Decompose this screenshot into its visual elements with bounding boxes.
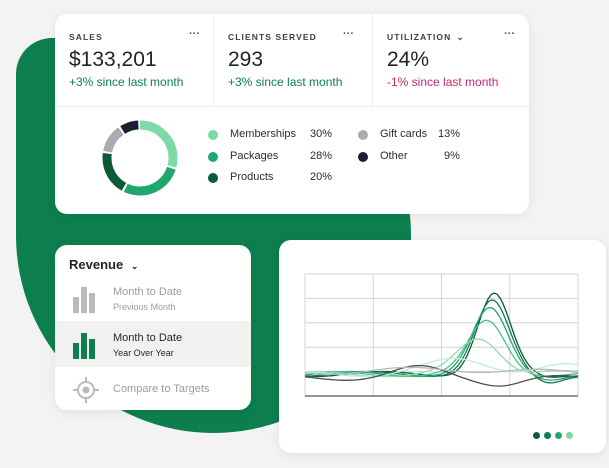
line-chart-card (279, 240, 606, 453)
donut-chart (102, 120, 178, 196)
chevron-down-icon[interactable]: ⌄ (456, 32, 466, 42)
divider (213, 14, 214, 106)
option-title: Compare to Targets (113, 383, 210, 395)
legend-label: Memberships (230, 128, 297, 140)
legend-percent: 20% (310, 171, 333, 183)
revenue-menu-card: Revenue ⌄ Month to Date Previous Month M… (55, 245, 251, 410)
legend-swatch (358, 152, 368, 162)
more-menu-icon[interactable]: ··· (343, 28, 354, 40)
revenue-dropdown[interactable]: Revenue ⌄ (69, 257, 138, 272)
stat-utilization: UTILIZATION ⌄ 24% -1% since last month ··… (373, 14, 529, 106)
legend-percent: 30% (310, 128, 333, 140)
stat-value: $133,201 (69, 48, 157, 71)
stat-label: CLIENTS SERVED (228, 32, 317, 42)
legend-percent: 9% (444, 150, 460, 162)
more-menu-icon[interactable]: ··· (189, 28, 200, 40)
pager-dot[interactable] (533, 432, 540, 439)
stat-clients-served: CLIENTS SERVED 293 +3% since last month … (214, 14, 371, 106)
donut-slice-products (102, 120, 178, 196)
legend-swatch (358, 130, 368, 140)
stat-label[interactable]: UTILIZATION ⌄ (387, 32, 465, 43)
stat-change: +3% since last month (69, 75, 184, 89)
revenue-option-previous-month[interactable]: Month to Date Previous Month (55, 275, 251, 321)
option-subtitle: Year Over Year (113, 348, 174, 358)
stat-value: 24% (387, 48, 430, 71)
legend-item-memberships: Memberships 30% (208, 128, 338, 144)
legend-percent: 28% (310, 150, 333, 162)
legend-swatch (208, 173, 218, 183)
legend-swatch (208, 152, 218, 162)
legend-label: Products (230, 171, 274, 183)
pager-dot[interactable] (555, 432, 562, 439)
revenue-title: Revenue (69, 257, 124, 272)
option-title: Month to Date (113, 332, 183, 344)
donut-slice-memberships (102, 120, 178, 196)
target-icon (73, 377, 99, 403)
stat-change: +3% since last month (228, 75, 343, 89)
bar-chart-icon (73, 333, 95, 359)
option-subtitle: Previous Month (113, 302, 176, 312)
pager-dot[interactable] (544, 432, 551, 439)
legend-percent: 13% (438, 128, 461, 140)
stat-change: -1% since last month (387, 75, 499, 89)
stats-row: SALES $133,201 +3% since last month ··· … (55, 14, 529, 107)
divider (372, 14, 373, 106)
legend-label: Other (380, 150, 408, 162)
stat-label: SALES (69, 32, 103, 42)
chevron-down-icon[interactable]: ⌄ (130, 261, 139, 271)
legend-label: Packages (230, 150, 279, 162)
legend-swatch (208, 130, 218, 140)
stat-value: 293 (228, 48, 264, 71)
revenue-option-compare-to-targets[interactable]: Compare to Targets (55, 367, 251, 410)
option-title: Month to Date (113, 286, 183, 298)
series-line (304, 319, 579, 378)
series-line (304, 366, 579, 376)
legend-item-packages: Packages 28% (208, 150, 338, 166)
more-menu-icon[interactable]: ··· (504, 28, 515, 40)
line-chart (304, 273, 579, 397)
stats-card: SALES $133,201 +3% since last month ··· … (55, 14, 529, 214)
revenue-option-year-over-year[interactable]: Month to Date Year Over Year (55, 321, 251, 367)
pager-dot[interactable] (566, 432, 573, 439)
legend-item-products: Products 20% (208, 171, 338, 187)
series-line (304, 338, 579, 378)
stat-sales: SALES $133,201 +3% since last month ··· (55, 14, 213, 106)
legend-label: Gift cards (380, 128, 428, 140)
legend-item-other: Other 9% (358, 150, 468, 166)
legend-item-gift-cards: Gift cards 13% (358, 128, 468, 144)
bar-chart-icon (73, 287, 95, 313)
donut-slice-packages (102, 120, 178, 196)
stat-label-text: UTILIZATION (387, 32, 452, 42)
